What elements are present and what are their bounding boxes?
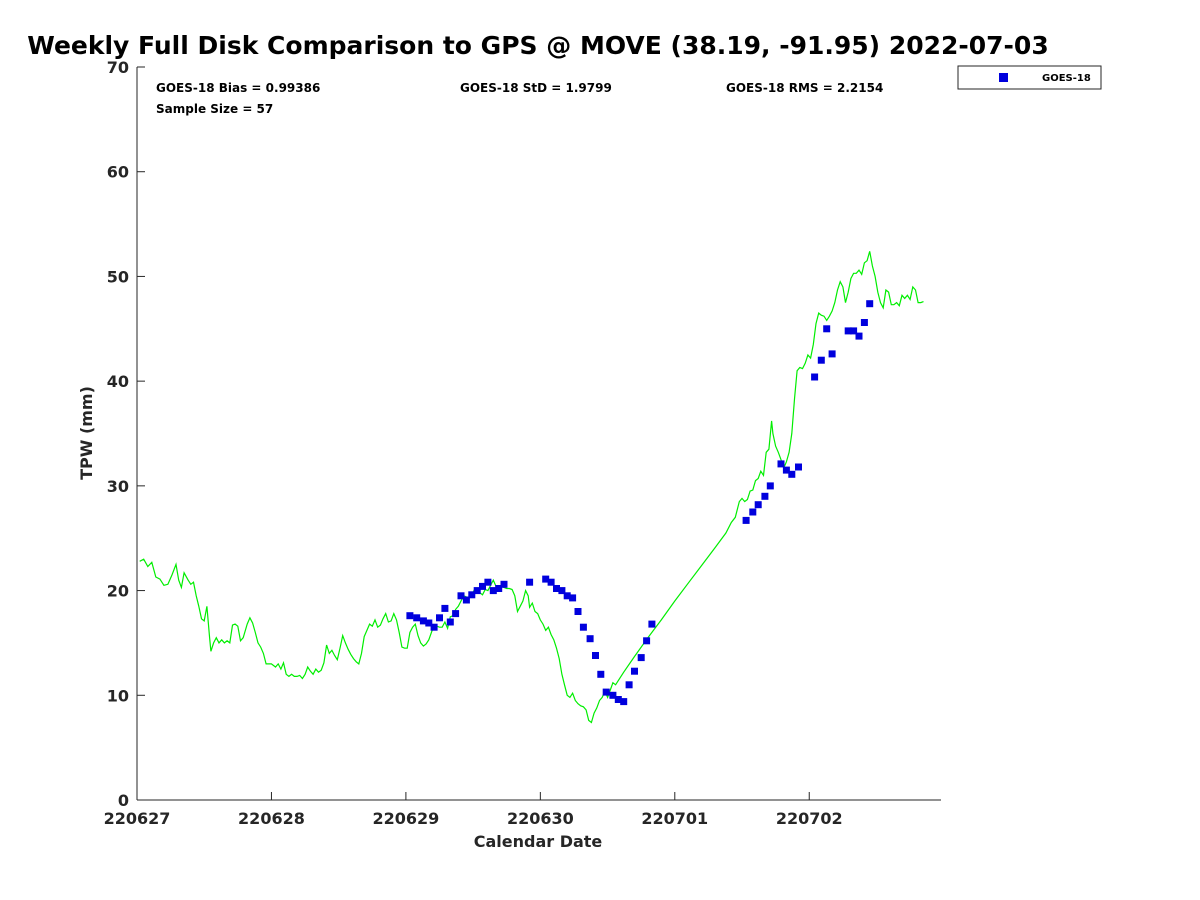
goes18-point <box>602 688 610 696</box>
x-tick-label: 220701 <box>641 809 708 828</box>
y-tick-label: 20 <box>107 582 129 601</box>
goes18-point <box>553 585 560 592</box>
goes18-point <box>406 612 414 620</box>
goes18-point <box>526 578 534 586</box>
goes18-point <box>489 587 497 595</box>
x-tick-label: 220702 <box>776 809 843 828</box>
goes18-point <box>446 618 454 626</box>
legend: GOES-18 <box>957 65 1102 90</box>
goes18-point <box>631 667 638 675</box>
x-axis-ticks: 220627 220628 220629 220630 220701 220702 <box>104 792 843 828</box>
goes18-point <box>574 608 582 615</box>
goes18-point <box>462 596 470 604</box>
goes18-point <box>788 470 796 478</box>
goes18-point <box>495 585 503 592</box>
stat-std: GOES-18 StD = 1.9799 <box>460 81 612 95</box>
goes18-point <box>473 587 481 595</box>
goes18-point <box>425 619 433 627</box>
goes18-point <box>452 610 460 618</box>
goes18-point <box>766 482 774 490</box>
goes18-point <box>500 580 508 588</box>
goes18-point <box>844 327 852 335</box>
goes18-point <box>625 681 633 689</box>
legend-box <box>957 65 1102 90</box>
goes18-point <box>817 356 825 364</box>
goes18-point <box>742 516 750 524</box>
goes18-point <box>436 614 443 622</box>
y-tick-label: 10 <box>107 686 129 705</box>
stat-sample-size: Sample Size = 57 <box>156 102 273 116</box>
goes18-point <box>620 698 628 706</box>
y-tick-label: 40 <box>107 372 129 391</box>
goes18-point <box>479 582 486 590</box>
x-tick-label: 220628 <box>238 809 305 828</box>
goes18-point <box>579 623 587 631</box>
goes18-point <box>749 508 757 516</box>
goes18-point <box>828 350 836 358</box>
goes18-point <box>609 691 617 699</box>
goes18-point <box>563 592 571 600</box>
goes18-point <box>547 578 555 586</box>
goes18-point <box>614 696 622 703</box>
goes18-point <box>468 591 476 599</box>
stat-rms: GOES-18 RMS = 2.2154 <box>726 81 883 95</box>
goes18-point <box>850 327 858 335</box>
goes18-point <box>795 463 802 471</box>
goes18-point <box>754 501 762 509</box>
goes18-point <box>860 319 868 326</box>
stat-bias: GOES-18 Bias = 0.99386 <box>156 81 320 95</box>
goes18-point <box>558 587 566 595</box>
goes18-point <box>542 575 550 583</box>
goes18-point <box>597 670 605 678</box>
y-axis-ticks: 0 10 20 30 40 50 60 70 <box>107 58 145 810</box>
y-tick-label: 30 <box>107 477 129 496</box>
gps-tpw-line <box>139 251 924 724</box>
goes18-point <box>586 635 594 643</box>
x-tick-label: 220630 <box>507 809 574 828</box>
x-axis-label: Calendar Date <box>474 832 603 851</box>
goes18-point <box>643 637 651 645</box>
goes18-point <box>811 373 819 381</box>
goes18-point <box>484 578 492 586</box>
goes18-point <box>413 614 421 622</box>
goes18-point <box>866 300 874 308</box>
goes18-point <box>823 325 831 333</box>
goes18-point <box>457 592 465 600</box>
plot-area <box>139 251 924 724</box>
goes18-point <box>419 617 427 625</box>
goes18-point <box>761 492 769 500</box>
goes18-point <box>782 466 790 474</box>
goes18-point <box>855 332 863 340</box>
x-tick-label: 220629 <box>372 809 439 828</box>
legend-label-goes18: GOES-18 <box>1042 73 1091 84</box>
gps-layer <box>139 251 924 724</box>
y-tick-label: 0 <box>118 791 129 810</box>
y-tick-label: 70 <box>107 58 129 77</box>
goes18-point <box>648 620 656 628</box>
y-axis-label: TPW (mm) <box>77 386 96 480</box>
x-tick-label: 220627 <box>104 809 171 828</box>
y-tick-label: 60 <box>107 163 129 182</box>
goes18-point <box>430 623 438 631</box>
goes18-point <box>569 594 577 602</box>
goes18-point <box>441 604 449 612</box>
legend-marker-goes18 <box>999 73 1008 82</box>
goes18-point <box>592 652 599 659</box>
y-tick-label: 50 <box>107 267 129 286</box>
chart-title: Weekly Full Disk Comparison to GPS @ MOV… <box>27 31 1048 60</box>
goes18-point <box>637 654 645 662</box>
goes18-point <box>777 460 785 468</box>
goes18-points-layer <box>406 300 874 706</box>
